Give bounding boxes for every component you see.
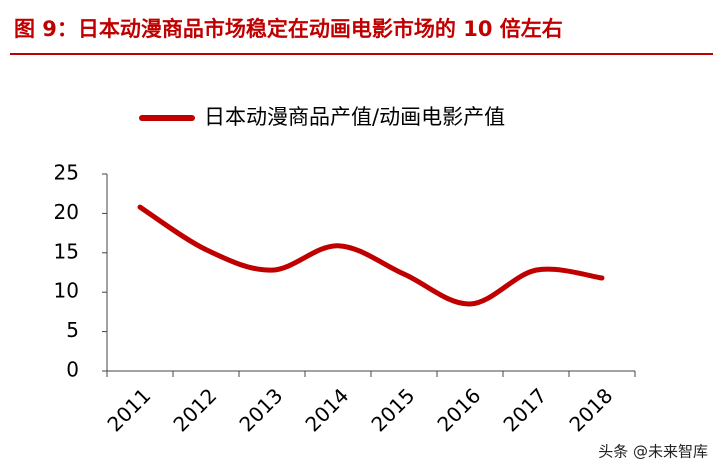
y-tick-label: 10 [54, 279, 79, 303]
y-tick-label: 20 [54, 200, 79, 224]
data-line [137, 204, 605, 307]
y-tick-label: 5 [66, 318, 79, 342]
legend-label: 日本动漫商品产值/动画电影产值 [204, 105, 505, 129]
y-tick-label: 25 [54, 161, 79, 185]
y-tick-label: 0 [66, 358, 79, 382]
chart-title: 图 9：日本动漫商品市场稳定在动画电影市场的 10 倍左右 [14, 17, 563, 41]
watermark: 头条 @未来智库 [598, 443, 708, 461]
y-tick-label: 15 [54, 239, 79, 263]
